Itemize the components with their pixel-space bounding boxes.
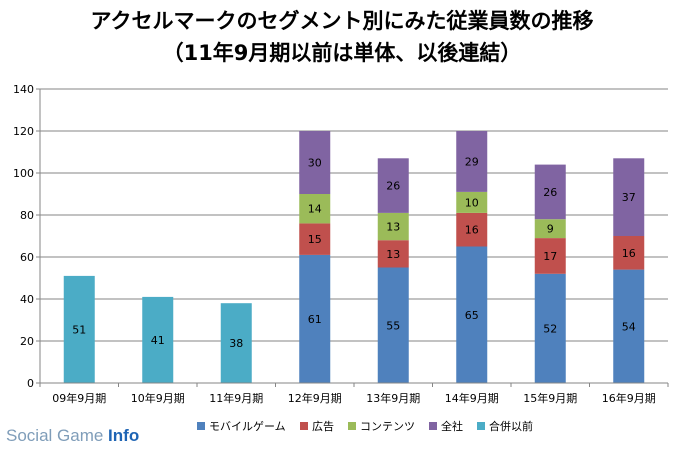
legend-swatch [477, 422, 485, 430]
chart-title: アクセルマークのセグメント別にみた従業員数の推移 [90, 9, 594, 33]
data-label: 61 [308, 313, 322, 326]
data-label: 17 [543, 250, 557, 263]
bar-segment [534, 164, 566, 220]
watermark-logo: Social Game Info [6, 426, 139, 446]
data-label: 9 [547, 223, 554, 236]
watermark-brand: Social Game [6, 426, 109, 445]
y-tick-label-120: 120 [13, 125, 34, 138]
y-tick-label-20: 20 [20, 335, 34, 348]
x-tick-label: 09年9月期 [52, 391, 106, 405]
data-label: 41 [151, 334, 165, 347]
bar-segment [613, 269, 645, 383]
bar-segment [534, 238, 566, 274]
data-label: 65 [465, 309, 479, 322]
data-label: 51 [72, 323, 86, 336]
bar-segment [613, 236, 645, 270]
x-tick-label: 11年9月期 [209, 391, 263, 405]
x-tick-label: 15年9月期 [523, 391, 577, 405]
bar-segment [377, 212, 409, 241]
y-tick-label-40: 40 [20, 293, 34, 306]
legend-item: モバイルゲーム [209, 420, 286, 433]
watermark-suffix: Info [108, 426, 140, 445]
x-tick-label: 10年9月期 [131, 391, 185, 405]
data-label: 29 [465, 155, 479, 168]
bar-segment [534, 273, 566, 383]
y-tick-label-0: 0 [27, 377, 34, 390]
bar-segment [220, 303, 252, 383]
x-tick-label: 13年9月期 [366, 391, 420, 405]
legend-item: コンテンツ [360, 420, 415, 433]
data-label: 52 [543, 322, 557, 335]
legend-swatch [300, 422, 308, 430]
data-label: 37 [622, 191, 636, 204]
data-label: 26 [543, 186, 557, 199]
bar-segment [63, 275, 95, 383]
legend-item: 全社 [441, 419, 463, 433]
bar-segment [534, 219, 566, 239]
bar-segment [377, 158, 409, 213]
data-label: 13 [386, 248, 400, 261]
data-label: 10 [465, 196, 479, 209]
bar-segment [377, 267, 409, 383]
data-label: 38 [229, 337, 243, 350]
gridlines [40, 88, 668, 342]
x-tick-label: 16年9月期 [602, 391, 656, 405]
data-label: 54 [622, 320, 636, 333]
data-label: 26 [386, 180, 400, 193]
bar-segment [456, 191, 488, 213]
data-label: 16 [465, 224, 479, 237]
bar-segment [377, 240, 409, 268]
data-labels: 51 41 38 61 15 14 30 55 13 13 26 65 16 10 29 52 17 9 26 54 1… [72, 155, 636, 350]
data-label: 14 [308, 203, 322, 216]
y-tick-label-140: 140 [13, 83, 34, 96]
x-tick-label: 12年9月期 [288, 391, 342, 405]
chart-subtitle: （11年9月期以前は単体、以後連結） [162, 41, 522, 65]
bars [63, 131, 645, 383]
legend-swatch [348, 422, 356, 430]
legend: モバイルゲーム 広告 コンテンツ 全社 合併以前 [197, 419, 533, 433]
bar-segment [613, 158, 645, 236]
data-label: 55 [386, 319, 400, 332]
data-label: 16 [622, 247, 636, 260]
bar-segment [299, 223, 331, 255]
bar-segment [456, 246, 488, 383]
bar-segment [299, 254, 331, 383]
y-tick-label-60: 60 [20, 251, 34, 264]
bar-segment [299, 131, 331, 194]
bar-segment [456, 131, 488, 192]
data-label: 15 [308, 233, 322, 246]
y-tick-label-100: 100 [13, 167, 34, 180]
legend-swatch [197, 422, 205, 430]
x-tick-label: 14年9月期 [445, 391, 499, 405]
axes: 0 20 40 60 80 100 120 140 09年9月期 10年9月期 11年9月期 12年9… [13, 83, 669, 405]
bar-segment [142, 296, 174, 383]
bar-segment [299, 194, 331, 224]
data-label: 30 [308, 157, 322, 170]
legend-item: 合併以前 [489, 419, 533, 433]
legend-item: 広告 [312, 420, 334, 433]
y-tick-label-80: 80 [20, 209, 34, 222]
legend-swatch [429, 422, 437, 430]
data-label: 13 [386, 221, 400, 234]
bar-segment [456, 212, 488, 247]
